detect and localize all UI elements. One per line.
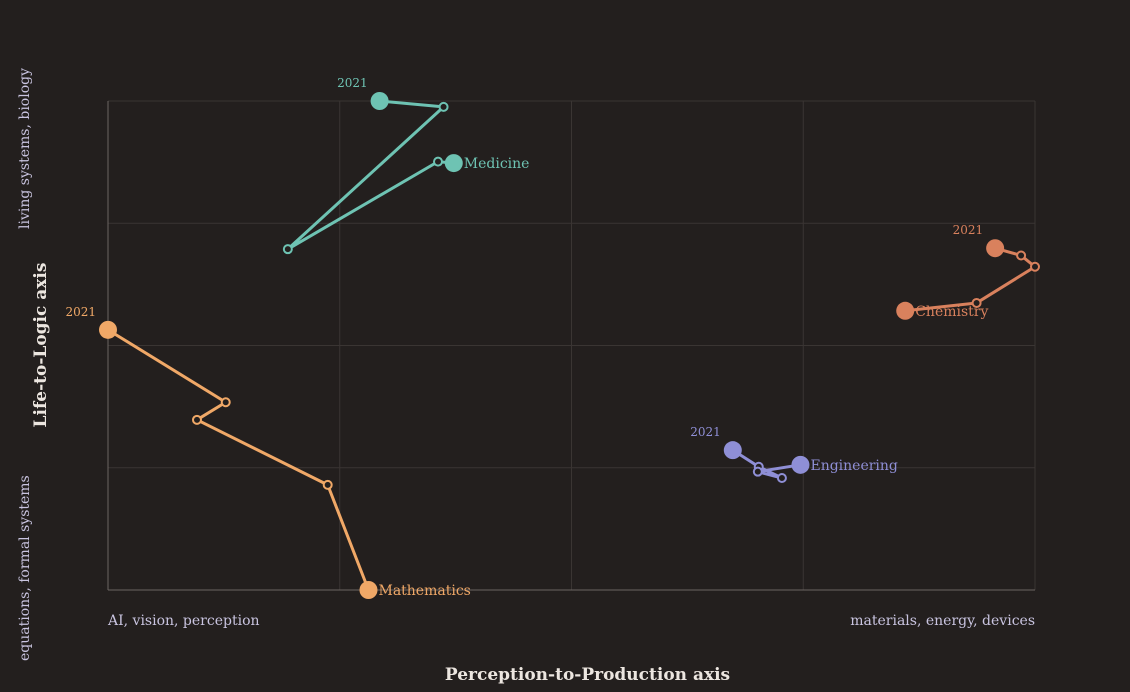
x-right-label: materials, energy, devices: [850, 613, 1035, 629]
series-label-engineering: Engineering: [810, 458, 897, 474]
series-layer: 2021 Medicine 2021 Chemistry 2021 Mathematics…: [65, 76, 1040, 599]
year-label-chemistry: 2021: [953, 223, 984, 237]
data-point-engineering: [752, 466, 763, 477]
data-point-medicine: [282, 244, 293, 255]
data-point-engineering: [776, 473, 787, 484]
year-label-engineering: 2021: [690, 425, 721, 439]
data-point-mathematics: [191, 414, 202, 425]
y-axis-title: Life-to-Logic axis: [31, 263, 51, 428]
data-point-mathematics: [322, 479, 333, 490]
series-line-engineering: [731, 448, 802, 480]
end-point-engineering: [791, 455, 810, 474]
y-top-label: living systems, biology: [17, 68, 33, 229]
series-line-mathematics: [106, 328, 370, 592]
data-point-medicine: [438, 101, 449, 112]
year-label-mathematics: 2021: [65, 305, 96, 319]
start-point-mathematics: [99, 320, 117, 339]
data-point-medicine: [433, 156, 444, 167]
grid-lines: [108, 100, 1036, 590]
series-chemistry: 2021 Chemistry: [896, 223, 1040, 320]
end-point-chemistry: [896, 301, 915, 320]
x-axis-title: Perception-to-Production axis: [445, 665, 730, 685]
series-label-medicine: Medicine: [464, 156, 530, 172]
year-label-medicine: 2021: [337, 76, 368, 90]
end-point-medicine: [444, 154, 463, 173]
axes: [107, 101, 1035, 591]
start-point-engineering: [723, 441, 742, 460]
series-label-chemistry: Chemistry: [915, 304, 988, 320]
data-point-chemistry: [1016, 250, 1027, 261]
y-bottom-label: equations, formal systems: [17, 475, 33, 661]
x-left-label: AI, vision, perception: [107, 613, 260, 629]
start-point-medicine: [370, 92, 389, 110]
data-point-chemistry: [1030, 261, 1040, 272]
data-point-chemistry: [971, 297, 982, 308]
end-point-mathematics: [359, 581, 378, 599]
series-line-medicine: [286, 99, 456, 251]
series-medicine: 2021 Medicine: [282, 76, 530, 255]
start-point-chemistry: [986, 239, 1005, 258]
series-engineering: 2021 Engineering: [690, 425, 898, 484]
series-label-mathematics: Mathematics: [378, 583, 470, 599]
data-point-mathematics: [220, 397, 231, 408]
series-line-chemistry: [903, 246, 1037, 313]
series-mathematics: 2021 Mathematics: [65, 305, 471, 599]
